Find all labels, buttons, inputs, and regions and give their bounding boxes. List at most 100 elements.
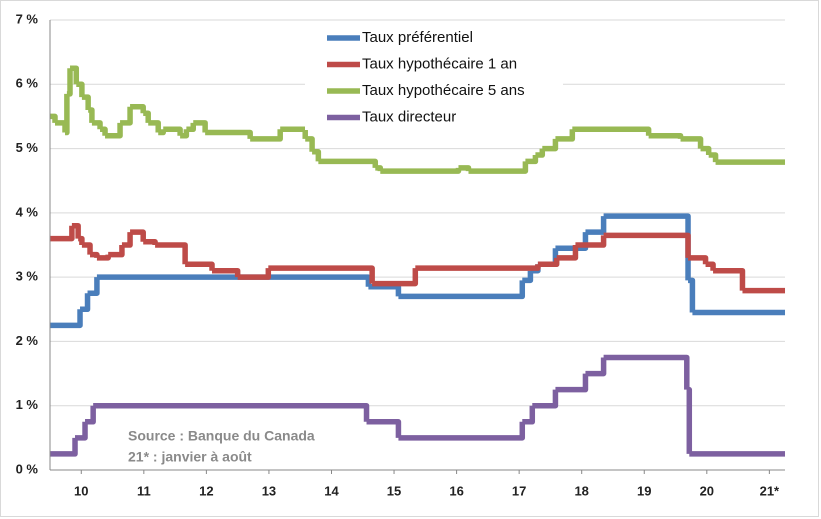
line-segment: [375, 165, 384, 172]
series-line: [50, 222, 786, 294]
y-tick-label: 5 %: [16, 140, 39, 155]
line-segment: [542, 138, 559, 152]
line-segment: [237, 268, 272, 280]
line-segment: [572, 126, 652, 136]
line-segment: [555, 373, 589, 393]
line-segment: [155, 242, 188, 265]
line-segment: [87, 277, 100, 296]
line-segment: [96, 274, 372, 287]
line-segment: [158, 129, 166, 136]
line-segment: [105, 122, 123, 139]
line-segment: [120, 106, 133, 126]
y-tick-label: 2 %: [16, 333, 39, 348]
annotation: 21* : janvier à août: [128, 449, 252, 465]
y-tick-label: 7 %: [16, 11, 39, 26]
line-segment: [121, 232, 133, 248]
line-segment: [575, 235, 607, 248]
line-segment: [458, 165, 472, 172]
x-tick-label: 17: [512, 483, 526, 498]
line-segment: [372, 268, 419, 287]
line-segment: [368, 284, 402, 297]
line-segment: [71, 222, 81, 239]
line-segment: [50, 437, 78, 457]
x-tick-label: 11: [137, 483, 151, 498]
line-segment: [380, 167, 462, 174]
line-segment: [50, 309, 83, 329]
x-tick-label: 15: [387, 483, 401, 498]
line-segment: [686, 386, 693, 454]
line-segment: [64, 93, 70, 136]
line-segment: [532, 389, 559, 409]
line-segment: [143, 239, 158, 245]
legend-box: [305, 26, 563, 130]
line-segment: [70, 65, 80, 85]
x-tick-label: 12: [199, 483, 213, 498]
line-segment: [468, 161, 529, 174]
x-tick-label: 21*: [760, 483, 780, 498]
line-segment: [648, 132, 684, 139]
line-segment: [305, 136, 315, 152]
legend-label: Taux directeur: [362, 108, 456, 125]
line-segment: [90, 251, 100, 258]
annotation: Source : Banque du Canada: [128, 428, 315, 444]
line-segment: [75, 421, 88, 441]
line-segment: [148, 120, 161, 133]
line-segment: [366, 419, 402, 438]
y-tick-label: 0 %: [16, 461, 39, 476]
line-segment: [93, 402, 370, 422]
line-segment: [312, 149, 322, 162]
line-segment: [688, 277, 696, 313]
line-segment: [688, 255, 709, 265]
line-segment: [108, 245, 125, 258]
line-segment: [585, 216, 607, 235]
line-segment: [555, 232, 589, 251]
line-segment: [88, 107, 95, 123]
line-segment: [555, 129, 576, 142]
series-line: [50, 213, 786, 329]
line-segment: [585, 357, 607, 377]
legend-label: Taux hypothécaire 1 an: [362, 55, 517, 72]
line-segment: [130, 229, 146, 242]
legend-label: Taux préférentiel: [362, 29, 473, 46]
x-tick-label: 19: [637, 483, 651, 498]
series-line: [50, 65, 786, 174]
y-tick-label: 1 %: [16, 397, 39, 412]
y-tick-label: 3 %: [16, 269, 39, 284]
line-segment: [78, 235, 85, 245]
line-segment: [398, 421, 526, 441]
line-segment: [603, 232, 691, 258]
line-segment: [268, 265, 375, 284]
y-tick-label: 6 %: [16, 76, 39, 91]
line-segment: [66, 68, 73, 97]
line-segment: [130, 104, 146, 114]
x-tick-label: 16: [449, 483, 463, 498]
x-tick-label: 13: [262, 483, 276, 498]
line-segment: [96, 254, 111, 261]
legend: Taux préférentiel Taux hypothécaire 1 an T…: [305, 26, 563, 130]
line-segment: [250, 129, 283, 142]
line-segment: [700, 145, 712, 155]
line-segment: [85, 405, 96, 425]
line-segment: [193, 120, 208, 133]
line-segment: [81, 94, 91, 110]
line-segment: [398, 280, 526, 300]
line-segment: [522, 405, 536, 425]
line-segment: [76, 81, 85, 98]
line-segment: [80, 293, 91, 313]
line-segment: [522, 270, 534, 284]
line-segment: [680, 136, 704, 149]
line-segment: [556, 245, 579, 261]
line-segment: [81, 242, 93, 255]
line-segment: [50, 225, 75, 242]
line-segment: [713, 267, 746, 291]
line-segment: [603, 354, 690, 390]
line-segment: [143, 110, 151, 123]
x-tick-label: 20: [700, 483, 714, 498]
x-tick-label: 18: [574, 483, 588, 498]
legend-label: Taux hypothécaire 5 ans: [362, 82, 525, 99]
line-segment: [205, 129, 253, 139]
y-tick-label: 4 %: [16, 204, 39, 219]
x-tick-label: 14: [324, 483, 339, 498]
lines: [50, 65, 786, 457]
